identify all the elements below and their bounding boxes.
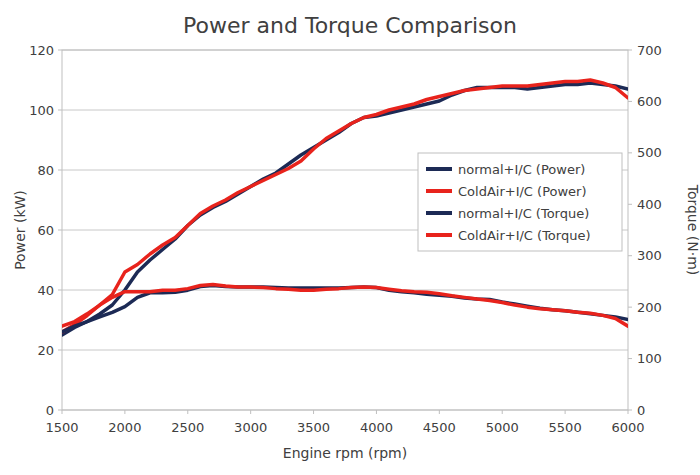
y2-axis-label: Torque (N·m)	[685, 184, 700, 276]
y2-tick-label: 400	[637, 197, 662, 212]
legend-label: ColdAir+I/C (Torque)	[458, 228, 591, 243]
legend: normal+I/C (Power) ColdAir+I/C (Power) nor…	[418, 153, 622, 251]
x-tick-label: 4000	[360, 420, 393, 435]
y-tick	[58, 230, 62, 231]
x-tick-label: 3000	[234, 420, 267, 435]
series-line	[62, 83, 628, 335]
x-tick-label: 2500	[171, 420, 204, 435]
x-tick	[376, 410, 377, 414]
x-tick	[250, 410, 251, 414]
y-tick	[58, 110, 62, 111]
y2-tick-label: 600	[637, 94, 662, 109]
x-tick	[313, 410, 314, 414]
background	[0, 0, 700, 475]
legend-swatch	[426, 211, 452, 215]
y-tick	[58, 410, 62, 411]
y2-tick	[628, 152, 632, 153]
y2-tick-label: 200	[637, 300, 662, 315]
y-tick-label: 40	[37, 283, 54, 298]
x-tick-label: 5500	[549, 420, 582, 435]
x-tick-label: 3500	[297, 420, 330, 435]
y-tick	[58, 290, 62, 291]
x-tick	[124, 410, 125, 414]
x-tick	[62, 410, 63, 414]
y2-tick	[628, 255, 632, 256]
y2-tick	[628, 50, 632, 51]
x-tick-label: 2000	[108, 420, 141, 435]
y2-tick-label: 500	[637, 145, 662, 160]
grid-line	[62, 110, 628, 111]
y2-tick	[628, 101, 632, 102]
x-tick	[565, 410, 566, 414]
x-tick	[502, 410, 503, 414]
x-tick	[439, 410, 440, 414]
y2-tick-label: 0	[637, 403, 645, 418]
y2-tick-label: 700	[637, 43, 662, 58]
y-tick	[58, 50, 62, 51]
plot-frame	[62, 50, 628, 410]
x-axis-label: Engine rpm (rpm)	[283, 445, 407, 461]
x-tick	[187, 410, 188, 414]
legend-label: normal+I/C (Power)	[458, 162, 585, 177]
x-tick-label: 6000	[611, 420, 644, 435]
y-axis-label: Power (kW)	[12, 190, 28, 270]
x-tick-label: 1500	[45, 420, 78, 435]
y-tick-label: 60	[37, 223, 54, 238]
legend-swatch	[426, 233, 452, 237]
legend-label: normal+I/C (Torque)	[458, 206, 589, 221]
y2-tick-label: 300	[637, 248, 662, 263]
y2-tick	[628, 307, 632, 308]
legend-label: ColdAir+I/C (Power)	[458, 184, 587, 199]
legend-swatch	[426, 167, 452, 171]
x-tick-label: 5000	[486, 420, 519, 435]
x-tick	[628, 410, 629, 414]
plot-area	[62, 80, 628, 335]
x-tick-label: 4500	[423, 420, 456, 435]
y-tick	[58, 170, 62, 171]
chart-title: Power and Torque Comparison	[183, 13, 517, 38]
y-tick-label: 0	[46, 403, 54, 418]
y-tick-label: 100	[29, 103, 54, 118]
y-tick	[58, 350, 62, 351]
y-tick-label: 120	[29, 43, 54, 58]
series-line	[62, 80, 628, 332]
y-tick-label: 20	[37, 343, 54, 358]
y2-tick	[628, 204, 632, 205]
grid-line	[62, 350, 628, 351]
series-line	[62, 285, 628, 327]
y2-tick	[628, 410, 632, 411]
legend-swatch	[426, 189, 452, 193]
y2-tick	[628, 358, 632, 359]
y2-tick-label: 100	[637, 351, 662, 366]
chart: 0 20 40 60 80 100 120 0 100 200 300 400 500 600 700 150…	[0, 0, 700, 475]
y-tick-label: 80	[37, 163, 54, 178]
legend-box	[418, 153, 622, 251]
